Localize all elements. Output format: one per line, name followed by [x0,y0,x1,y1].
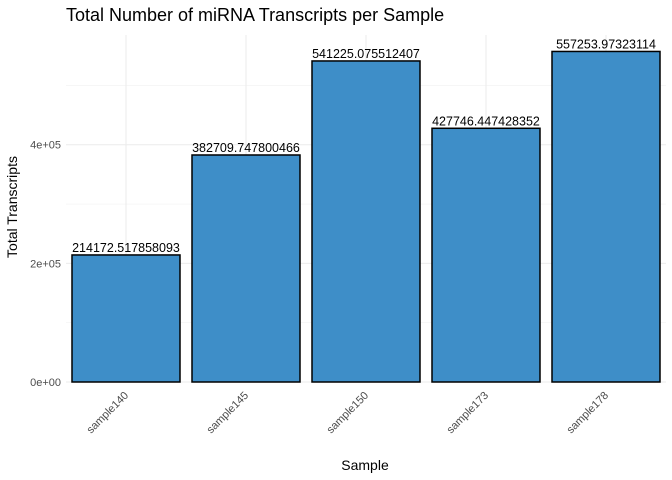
data-labels: 214172.517858093 382709.747800466 541225.0… [72,37,656,255]
bar-sample173 [431,127,541,383]
data-label-sample150: 541225.075512407 [312,47,420,61]
bar-sample178 [551,50,661,383]
data-label-sample178: 557253.97323114 [556,37,656,51]
x-tick-label: sample145 [205,390,252,437]
data-label-sample145: 382709.747800466 [192,141,300,155]
x-tick-label: sample140 [85,390,132,437]
data-label-sample140: 214172.517858093 [72,241,180,255]
bars [71,50,661,383]
x-axis-ticks: sample140 sample145 sample150 sample173 samp… [85,390,612,437]
bar-sample150 [311,60,421,383]
bar-sample145 [191,154,301,383]
y-axis-ticks: 0e+00 2e+05 4e+05 [30,140,61,389]
x-tick-label: sample178 [565,390,612,437]
y-tick-label: 2e+05 [30,258,61,270]
y-tick-label: 0e+00 [30,377,61,389]
data-label-sample173: 427746.447428352 [432,114,540,128]
y-tick-label: 4e+05 [30,140,61,152]
x-tick-label: sample173 [445,390,492,437]
chart-title: Total Number of miRNA Transcripts per Sa… [66,5,444,25]
bar-sample140 [71,254,181,383]
x-axis-title: Sample [341,457,389,473]
y-axis-title: Total Transcripts [4,156,20,258]
x-tick-label: sample150 [325,390,372,437]
